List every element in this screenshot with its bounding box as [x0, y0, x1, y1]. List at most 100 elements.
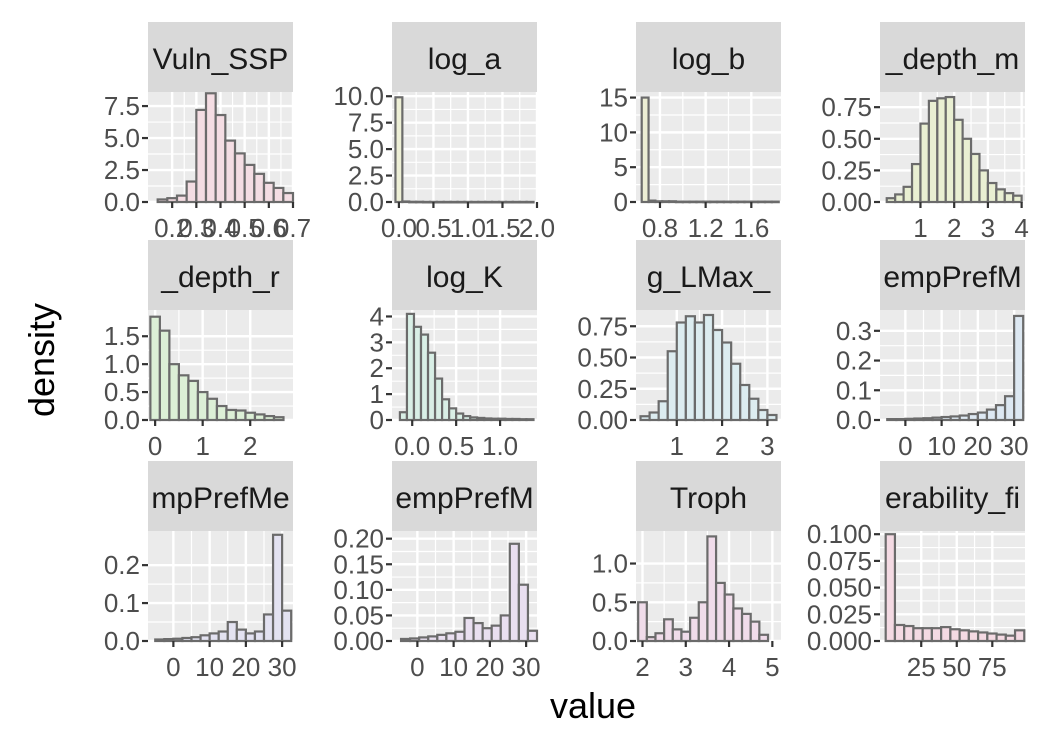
y-tick-label: 0.100 [807, 519, 872, 549]
y-tick-label: 0 [614, 187, 628, 217]
histogram-bar [253, 413, 266, 422]
y-tick-label: 0.2 [104, 550, 140, 580]
histogram-bar [253, 630, 266, 643]
histogram-bar [196, 390, 209, 422]
y-tick-label: 0.3 [836, 316, 872, 346]
histogram-bar [675, 321, 687, 422]
y-tick-label: 0.10 [333, 575, 384, 605]
histogram-bar [961, 137, 973, 204]
histogram-bar [1003, 395, 1016, 422]
histogram-bar [953, 118, 964, 204]
x-tick-label: 0.5 [227, 213, 263, 243]
histogram-bar [427, 635, 439, 643]
histogram-bar [967, 630, 980, 643]
y-tick-label: 0.5 [592, 587, 628, 617]
histogram-bar [199, 634, 211, 643]
histogram-bar [490, 624, 502, 643]
x-tick-label: 0.0 [394, 431, 430, 461]
y-tick-label: 4 [370, 301, 384, 331]
histogram-bar [445, 632, 457, 643]
facet-strip [636, 240, 781, 310]
histogram-bar [893, 623, 906, 643]
y-tick-label: 15 [599, 83, 628, 113]
x-tick-label: 0.4 [202, 213, 238, 243]
x-tick-label: 1.6 [733, 213, 769, 243]
x-tick-label: 1 [670, 431, 684, 461]
x-tick-label: 2 [947, 213, 961, 243]
x-tick-label: 20 [231, 652, 260, 682]
histogram-bar [1013, 629, 1026, 643]
histogram-bar [235, 628, 247, 643]
histogram-bar [224, 139, 237, 204]
facet-title: log_K [426, 261, 503, 294]
histogram-bar [639, 415, 651, 422]
histogram-bar [262, 181, 275, 204]
histogram-bar [1012, 194, 1023, 204]
y-tick-label: 0.0 [104, 187, 140, 217]
histogram-bar [723, 593, 735, 643]
y-tick-label: 0.00 [333, 626, 384, 656]
histogram-bar [711, 328, 724, 422]
y-tick-label: 10.0 [333, 81, 384, 111]
x-tick-label: 3 [679, 652, 693, 682]
y-tick-label: 0.025 [807, 599, 872, 629]
histogram-bar [1004, 634, 1017, 643]
x-tick-label: 0.8 [642, 213, 678, 243]
x-tick-label: 0.6 [251, 213, 287, 243]
histogram-bar [214, 113, 227, 204]
facet-panel: _depth_m 0.000.250.500.75 1 2 3 4 [821, 22, 1029, 243]
x-tick-label: 30 [268, 652, 297, 682]
facet-title: empPrefM [883, 261, 1021, 294]
y-tick-label: 3 [370, 327, 384, 357]
histogram-bar [976, 631, 989, 643]
x-tick-label: 30 [1000, 431, 1029, 461]
histogram-bar [985, 408, 998, 422]
histogram-bar [706, 535, 718, 643]
facet-title: Troph [670, 482, 747, 515]
histogram-bar [702, 313, 715, 422]
histogram-bar [156, 198, 169, 204]
facet-strip [636, 22, 781, 92]
histogram-bar [158, 329, 171, 422]
y-tick-label: 2 [370, 353, 384, 383]
y-tick-label: 10 [599, 117, 628, 147]
histogram-bar [969, 152, 981, 204]
histogram-bar [517, 583, 530, 643]
histogram-bar [885, 197, 897, 204]
y-tick-label: 0.15 [333, 549, 384, 579]
x-tick-label: 1.0 [482, 431, 518, 461]
x-tick-label: 10 [439, 652, 468, 682]
y-tick-label: 0.075 [807, 546, 872, 576]
histogram-bar [226, 620, 238, 643]
facet-strip [392, 240, 537, 310]
y-tick-label: 0.050 [807, 573, 872, 603]
x-tick-label: 1.5 [484, 213, 520, 243]
histogram-bar [185, 180, 198, 204]
histogram-bar [526, 629, 539, 643]
facet-strip [880, 240, 1025, 310]
histogram-bar [910, 162, 922, 204]
y-tick-label: 0.0 [104, 405, 140, 435]
histogram-bar [177, 374, 190, 422]
histogram-bar [770, 200, 780, 204]
histogram-bar [919, 122, 930, 204]
facet-title: log_b [672, 43, 745, 76]
facet-strip [148, 461, 293, 531]
x-tick-label: 75 [978, 652, 1007, 682]
histogram-bar [163, 638, 175, 643]
histogram-bar [204, 92, 217, 204]
histogram-bar [757, 408, 769, 422]
y-tick-label: 0.2 [836, 346, 872, 376]
histogram-bar [732, 607, 744, 643]
histogram-bar [168, 363, 181, 422]
x-tick-label: 20 [475, 652, 504, 682]
histogram-bar [243, 163, 256, 204]
histogram-bar [149, 315, 161, 422]
facet-panel: _depth_r 0.00.51.01.5 0 1 2 [104, 240, 293, 461]
histogram-bar [976, 411, 989, 422]
x-tick-label: 5 [765, 652, 779, 682]
histogram-bar [1003, 192, 1015, 204]
x-tick-label: 0.5 [415, 213, 451, 243]
